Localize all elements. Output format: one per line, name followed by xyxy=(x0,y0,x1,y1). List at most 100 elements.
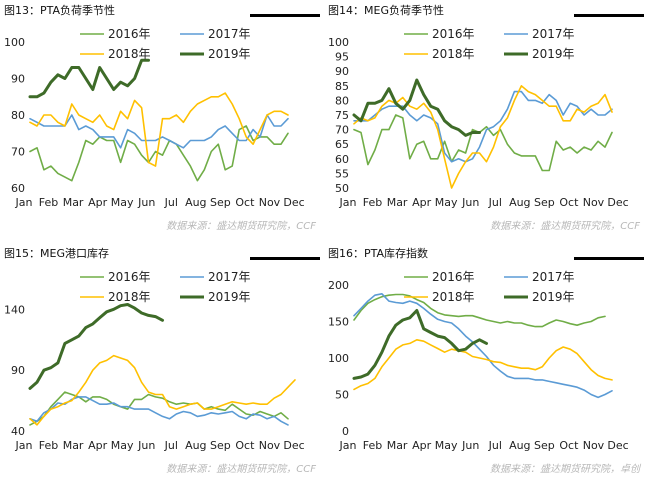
x-tick-label: Nov xyxy=(259,196,281,209)
x-tick-label: Jan xyxy=(15,196,33,209)
source-note: 数据来源：盛达期货研究院，CCF xyxy=(490,221,640,232)
x-tick-label: Feb xyxy=(39,439,58,452)
x-tick-label: Dec xyxy=(283,439,304,452)
x-tick-label: Apr xyxy=(412,196,432,209)
series-line-2 xyxy=(353,292,613,399)
legend-label: 2016年 xyxy=(432,270,475,284)
x-tick-label: Dec xyxy=(283,196,304,209)
legend-label: 2017年 xyxy=(532,270,575,284)
y-tick-label: 100 xyxy=(328,352,349,365)
panel-title: 图13：PTA负荷季节性 xyxy=(4,4,116,17)
legend-label: 2018年 xyxy=(432,290,475,304)
y-tick-label: 0 xyxy=(342,425,349,438)
panel-pta-inventory-index: 图16：PTA库存指数 0 50 100 150 200 Jan Feb Mar Apr May J… xyxy=(324,243,648,485)
series-line-3 xyxy=(353,339,613,391)
x-tick-label: Jun xyxy=(137,439,155,452)
source-note: 数据来源：盛达期货研究院，CCF xyxy=(166,464,316,475)
y-tick-label: 50 xyxy=(335,182,349,195)
x-tick-label: Jan xyxy=(15,439,33,452)
y-tick-label: 100 xyxy=(4,36,25,49)
x-tick-label: Aug xyxy=(509,439,530,452)
y-tick-label: 70 xyxy=(335,124,349,137)
y-tick-label: 140 xyxy=(4,303,25,316)
x-tick-label: Apr xyxy=(88,439,108,452)
x-tick-label: Jan xyxy=(339,196,357,209)
series-line-1 xyxy=(353,293,606,328)
series-line-3 xyxy=(29,354,296,426)
x-tick-label: Jul xyxy=(164,196,178,209)
x-tick-label: Mar xyxy=(63,439,84,452)
y-tick-label: 200 xyxy=(328,279,349,292)
x-tick-label: Aug xyxy=(509,196,530,209)
y-tick-label: 40 xyxy=(11,425,25,438)
series-line-1 xyxy=(29,125,289,182)
x-tick-label: Jan xyxy=(339,439,357,452)
x-tick-label: May xyxy=(111,439,134,452)
title-rule xyxy=(250,14,320,17)
panel-title: 图15：MEG港口库存 xyxy=(4,247,109,260)
x-tick-label: Feb xyxy=(363,439,382,452)
y-tick-label: 60 xyxy=(11,182,25,195)
legend-label: 2019年 xyxy=(208,47,251,61)
y-tick-label: 90 xyxy=(11,73,25,86)
chart-meg-port-inventory: 40 90 140 Jan Feb Mar Apr May Jun Jul Aug Sep Oct Nov… xyxy=(4,270,305,452)
source-note: 数据来源：盛达期货研究院，卓创 xyxy=(490,464,640,475)
x-tick-label: Apr xyxy=(88,196,108,209)
x-tick-label: Apr xyxy=(412,439,432,452)
y-tick-label: 95 xyxy=(335,51,349,64)
x-tick-label: Jul xyxy=(488,439,502,452)
x-tick-label: Sep xyxy=(534,196,555,209)
y-tick-label: 70 xyxy=(11,146,25,159)
title-rule xyxy=(250,257,320,260)
x-tick-label: Jul xyxy=(488,196,502,209)
title-rule xyxy=(574,257,644,260)
x-tick-label: Nov xyxy=(259,439,281,452)
x-tick-label: Oct xyxy=(235,196,255,209)
x-tick-label: Jun xyxy=(461,439,479,452)
y-tick-label: 100 xyxy=(328,36,349,49)
chart-pta-inventory-index: 0 50 100 150 200 Jan Feb Mar Apr May Jun Jul Aug Sep O… xyxy=(328,270,629,452)
x-tick-label: Sep xyxy=(210,196,231,209)
series-line-4 xyxy=(352,309,488,380)
y-tick-label: 75 xyxy=(335,109,349,122)
title-rule xyxy=(574,14,644,17)
legend-label: 2019年 xyxy=(208,290,251,304)
x-tick-label: Dec xyxy=(607,439,628,452)
series-line-3 xyxy=(29,92,289,167)
legend-label: 2018年 xyxy=(108,290,151,304)
series-line-1 xyxy=(353,114,613,172)
series-line-4 xyxy=(28,303,164,390)
x-tick-label: Feb xyxy=(39,196,58,209)
y-tick-label: 80 xyxy=(11,109,25,122)
x-tick-label: May xyxy=(435,439,458,452)
legend-label: 2017年 xyxy=(208,27,251,41)
panel-pta-load: 图13：PTA负荷季节性 60 70 80 90 100 Jan Feb Mar Apr May J… xyxy=(0,0,324,242)
panel-title: 图14：MEG负荷季节性 xyxy=(328,4,444,17)
x-tick-label: Sep xyxy=(534,439,555,452)
series-line-1 xyxy=(29,391,289,426)
x-tick-label: Mar xyxy=(387,439,408,452)
y-tick-label: 80 xyxy=(335,94,349,107)
legend-label: 2017年 xyxy=(208,270,251,284)
chart-pta-load: 60 70 80 90 100 Jan Feb Mar Apr May Jun Jul Aug Sep Oc… xyxy=(4,27,305,209)
x-tick-label: Oct xyxy=(235,439,255,452)
y-tick-label: 60 xyxy=(335,153,349,166)
x-tick-label: May xyxy=(111,196,134,209)
x-tick-label: May xyxy=(435,196,458,209)
y-tick-label: 85 xyxy=(335,80,349,93)
legend-label: 2019年 xyxy=(532,47,575,61)
source-note: 数据来源：盛达期货研究院，CCF xyxy=(166,221,316,232)
legend-label: 2019年 xyxy=(532,290,575,304)
x-tick-label: Jun xyxy=(461,196,479,209)
y-tick-label: 150 xyxy=(328,316,349,329)
x-tick-label: Sep xyxy=(210,439,231,452)
x-tick-label: Dec xyxy=(607,196,628,209)
x-tick-label: Jun xyxy=(137,196,155,209)
x-tick-label: Oct xyxy=(559,439,579,452)
y-tick-label: 90 xyxy=(11,364,25,377)
legend-label: 2016年 xyxy=(432,27,475,41)
legend-label: 2018年 xyxy=(432,47,475,61)
panel-title: 图16：PTA库存指数 xyxy=(328,247,429,260)
